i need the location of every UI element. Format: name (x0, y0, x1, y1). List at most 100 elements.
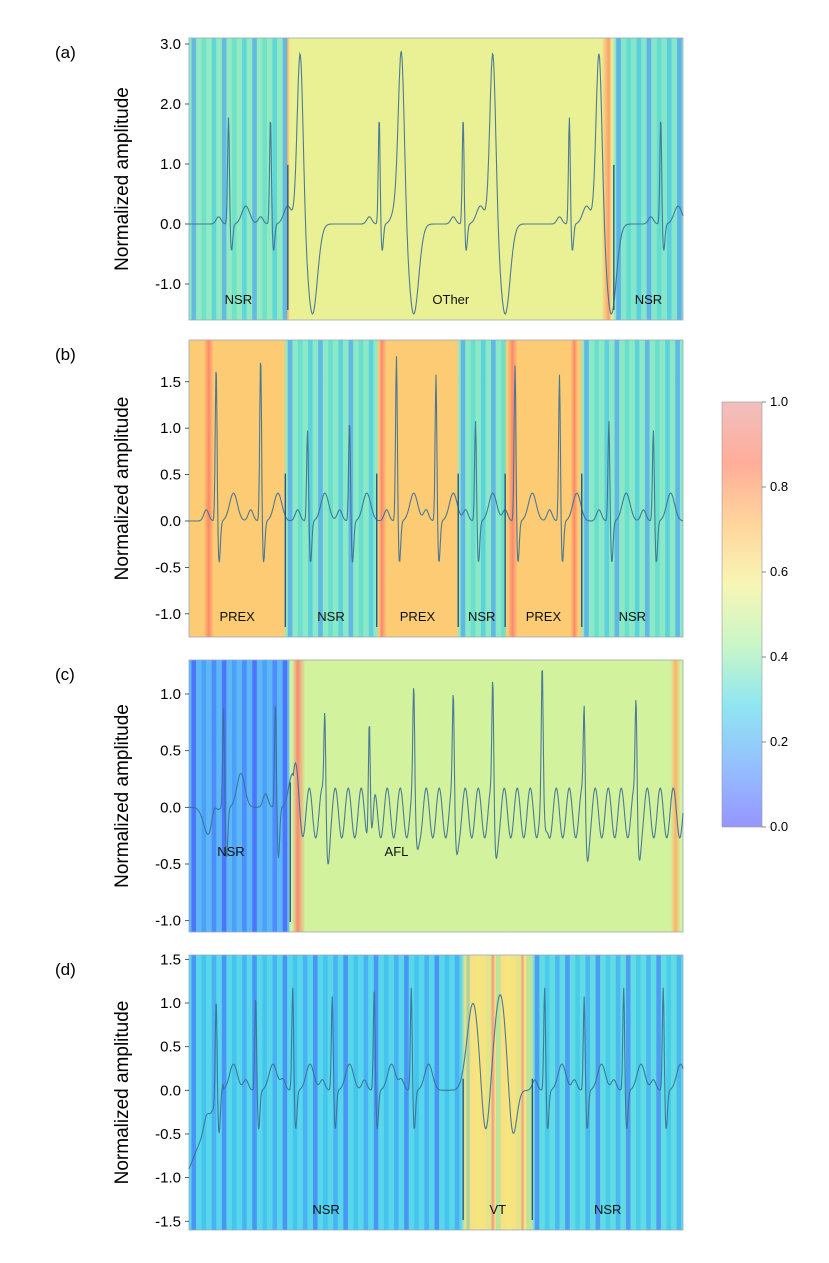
y-axis-label: Normalized amplitude (112, 1001, 133, 1185)
y-tick-label: 3.0 (160, 36, 181, 53)
segment-label: PREX (526, 609, 562, 624)
attention-stripe (252, 955, 257, 1230)
attention-stripe (191, 660, 197, 932)
attention-stripe (363, 955, 369, 1230)
attention-stripe (615, 955, 621, 1230)
attention-stripe (496, 955, 501, 1230)
attention-stripe (211, 660, 217, 932)
colorbar-tick-label: 0.8 (770, 479, 788, 494)
attention-stripe (383, 955, 389, 1230)
attention-stripe (491, 340, 496, 637)
attention-stripe (605, 955, 611, 1230)
y-tick-label: 0.0 (160, 513, 181, 530)
attention-stripe (262, 955, 267, 1230)
y-tick-label: 1.5 (160, 374, 181, 391)
attention-stripe (358, 340, 364, 637)
y-tick-label: -1.5 (155, 1213, 181, 1230)
attention-stripe (666, 38, 672, 320)
attention-stripe (231, 660, 237, 932)
attention-stripe (646, 955, 651, 1230)
attention-stripe (677, 38, 682, 320)
attention-stripe (501, 340, 506, 637)
panel-letter: (c) (55, 665, 75, 684)
y-tick-label: 1.0 (160, 995, 181, 1012)
attention-stripe (328, 340, 333, 637)
attention-stripe (534, 955, 540, 1230)
attention-stripe (368, 340, 374, 637)
panel-a: NSR OTher NSR 3.0 2.0 1.0 0.0 -1.0 Normalized am… (55, 36, 684, 321)
attention-stripe (201, 955, 207, 1230)
attention-stripe (604, 340, 610, 637)
y-axis-label: Normalized amplitude (112, 704, 133, 888)
attention-stripe (594, 340, 599, 637)
attention-stripe (272, 955, 278, 1230)
segment-label: NSR (619, 609, 646, 624)
y-tick-label: -1.0 (155, 606, 181, 623)
attention-stripe (242, 660, 247, 932)
attention-stripe (191, 955, 197, 1230)
attention-stripe (262, 38, 267, 320)
segment-label: AFL (385, 844, 409, 859)
attention-stripe (242, 955, 247, 1230)
attention-stripe (211, 38, 217, 320)
attention-stripe (585, 955, 590, 1230)
segment-label: NSR (468, 609, 495, 624)
attention-stripe (353, 955, 359, 1230)
y-tick-label: 1.0 (160, 156, 181, 173)
segment-label: NSR (312, 1202, 339, 1217)
attention-stripe (625, 955, 631, 1230)
attention-stripe (333, 955, 338, 1230)
attention-stripe (656, 955, 661, 1230)
ecg-trace (189, 356, 684, 563)
plot-frame (188, 37, 684, 321)
attention-stripe (555, 955, 560, 1230)
attention-stripe (302, 955, 308, 1230)
attention-stripe (282, 660, 288, 932)
colorbar-tick-label: 0.4 (770, 649, 788, 664)
attention-stripe (636, 38, 642, 320)
attention-heatmap (189, 660, 683, 932)
y-tick-label: -0.5 (155, 1126, 181, 1143)
attention-stripe (318, 340, 323, 637)
attention-stripe (221, 38, 227, 320)
attention-stripe (231, 38, 237, 320)
y-tick-label: 1.0 (160, 686, 181, 703)
attention-stripe (297, 340, 303, 637)
attention-stripe (626, 38, 631, 320)
attention-stripe (584, 340, 589, 637)
attention-stripe (460, 340, 466, 637)
segment-label: PREX (219, 609, 255, 624)
panel-letter: (b) (55, 345, 76, 364)
segment-label: NSR (225, 292, 252, 307)
y-tick-label: 1.0 (160, 420, 181, 437)
plot-frame (188, 659, 684, 933)
segment-label: OTher (432, 292, 470, 307)
segment-label: PREX (400, 609, 436, 624)
y-tick-label: -1.0 (155, 913, 181, 930)
attention-stripe (272, 38, 278, 320)
attention-stripe (644, 340, 650, 637)
attention-stripe (282, 955, 288, 1230)
attention-stripe (414, 955, 419, 1230)
attention-stripe (516, 955, 521, 1230)
colorbar-tick-label: 0.2 (770, 734, 788, 749)
segment-label: VT (489, 1202, 506, 1217)
attention-stripe (526, 955, 531, 1230)
segment-label: NSR (217, 844, 244, 859)
y-tick-label: 0.0 (160, 799, 181, 816)
y-tick-label: 0.0 (160, 1082, 181, 1099)
y-tick-label: 0.0 (160, 216, 181, 233)
y-axis-label: Normalized amplitude (112, 87, 133, 271)
colorbar: 0.0 0.2 0.4 0.6 0.8 1.0 (721, 394, 788, 834)
attention-stripe (665, 340, 670, 637)
y-tick-label: 0.5 (160, 743, 181, 760)
attention-stripe (404, 955, 409, 1230)
attention-stripe (676, 955, 682, 1230)
attention-stripe (221, 660, 227, 932)
panel-d: NSR VT NSR 1.5 1.0 0.5 0.0 -0.5 -1.0 -1.5 Normaliz… (55, 951, 684, 1231)
y-tick-label: -0.5 (155, 856, 181, 873)
panel-letter: (a) (55, 43, 76, 62)
plot-frame (188, 954, 684, 1231)
attention-stripe (475, 955, 481, 1230)
